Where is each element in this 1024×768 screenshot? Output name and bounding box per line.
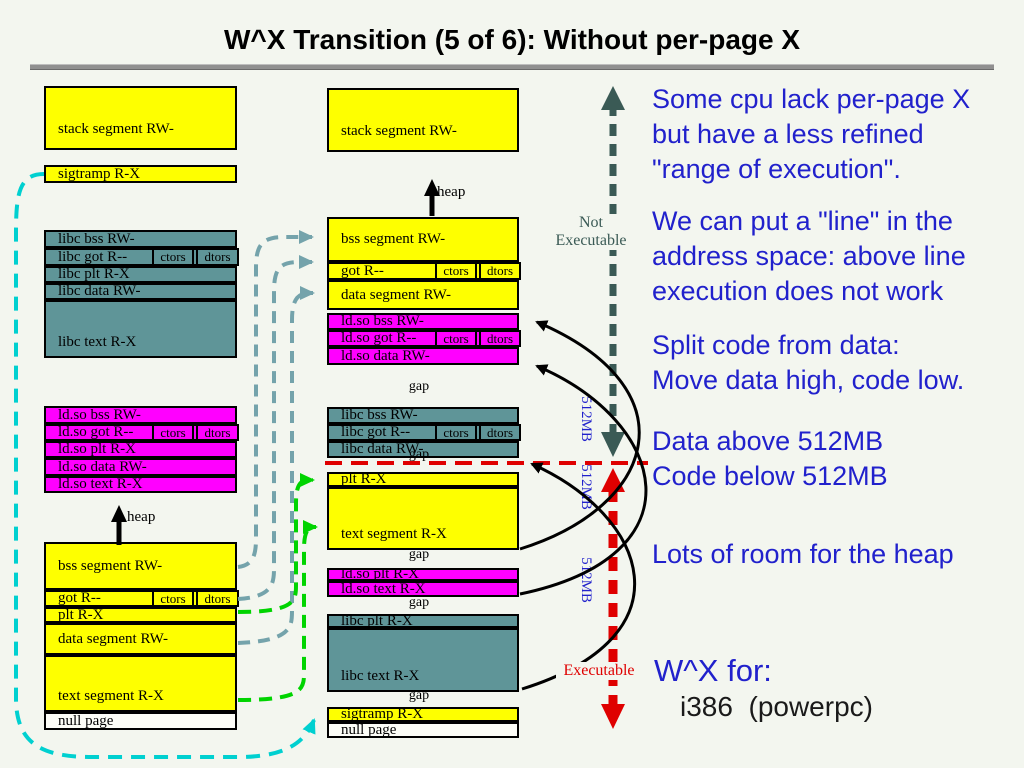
not-executable-arrow-down-icon [601, 432, 625, 457]
mid-libc-bss: libc bss RW- [327, 407, 519, 424]
size-512mb-label: 512MB [578, 557, 594, 603]
mid-ldso-data: ld.so data RW- [327, 347, 519, 365]
gap-label: gap [408, 688, 430, 703]
left-stack-segment: stack segment RW- [44, 86, 237, 150]
left-libc-got: libc got R-- ctors dtors [44, 248, 239, 266]
left-ldso-text: ld.so text R-X [44, 476, 237, 493]
got-connector [237, 255, 314, 601]
annotation-split-code-data: Split code from data: Move data high, co… [652, 330, 965, 395]
dtors-box: dtors [196, 424, 239, 441]
left-bss-segment: bss segment RW- [44, 542, 237, 590]
left-text-segment: text segment R-X [44, 655, 237, 712]
heap-arrow-left-icon [111, 505, 127, 522]
executable-label: Executable [556, 662, 642, 680]
dtors-box: dtors [479, 262, 521, 280]
ctors-box: ctors [152, 248, 194, 266]
annotation-data-above-code-below: Data above 512MB Code below 512MB [652, 426, 888, 491]
mid-ldso-got: ld.so got R-- ctors dtors [327, 330, 521, 347]
mid-bss-segment: bss segment RW- [327, 217, 519, 262]
mid-null-page: null page [327, 722, 519, 738]
left-ldso-bss: ld.so bss RW- [44, 406, 237, 424]
gap-label: gap [408, 547, 430, 562]
dtors-box: dtors [196, 248, 239, 266]
mid-libc-got: libc got R-- ctors dtors [327, 424, 521, 441]
heap-label: heap [127, 509, 156, 525]
left-ldso-data: ld.so data RW- [44, 458, 237, 476]
annotation-room-for-heap: Lots of room for the heap [652, 539, 954, 569]
page-title: W^X Transition (5 of 6): Without per-pag… [223, 24, 801, 55]
bss-connector [237, 230, 314, 569]
gap-label: gap [408, 595, 430, 610]
ctors-box: ctors [152, 590, 194, 607]
left-ldso-got: ld.so got R-- ctors dtors [44, 424, 239, 441]
left-sigtramp: sigtramp R-X [44, 165, 237, 183]
dtors-box: dtors [479, 330, 521, 347]
mid-ldso-text: ld.so text R-X [327, 581, 519, 597]
left-got: got R-- ctors dtors [44, 590, 239, 607]
dtors-box: dtors [196, 590, 239, 607]
annotation-line-in-address-space: We can put a "line" in the address space… [652, 206, 966, 306]
executable-arrow-down-icon [601, 704, 625, 729]
left-libc-plt: libc plt R-X [44, 266, 237, 283]
mid-libc-plt: libc plt R-X [327, 613, 519, 629]
heap-label: heap [437, 184, 466, 200]
left-ldso-plt: ld.so plt R-X [44, 441, 237, 458]
ctors-box: ctors [435, 330, 477, 347]
mid-libc-text: libc text R-X [327, 628, 519, 692]
mid-sigtramp: sigtramp R-X [327, 706, 519, 722]
left-libc-bss: libc bss RW- [44, 230, 237, 248]
data-connector [237, 286, 315, 645]
wx-for-label: W^X for: [654, 653, 772, 688]
title-rule [30, 64, 994, 70]
mid-text-segment: text segment R-X [327, 487, 519, 550]
ctors-box: ctors [435, 262, 477, 280]
size-512mb-label: 512MB [578, 396, 594, 442]
gap-label: gap [408, 447, 430, 462]
mid-libc-data: libc data RW- [327, 441, 519, 458]
gap-label: gap [408, 379, 430, 394]
mid-got: got R-- ctors dtors [327, 262, 521, 280]
architecture-label: i386 (powerpc) [680, 691, 873, 722]
mid-ldso-plt: ld.so plt R-X [327, 566, 519, 582]
left-libc-data: libc data RW- [44, 283, 237, 300]
not-executable-label: Not Executable [544, 214, 638, 250]
executable-arrow-up-icon [601, 468, 625, 492]
text-connector [237, 520, 318, 702]
left-plt: plt R-X [44, 607, 237, 623]
left-null-page: null page [44, 712, 237, 730]
mid-ldso-bss: ld.so bss RW- [327, 313, 519, 330]
mid-stack-segment: stack segment RW- [327, 88, 519, 152]
ctors-box: ctors [435, 424, 477, 441]
annotation-per-page-x: Some cpu lack per-page X but have a less… [652, 84, 971, 184]
mid-plt: plt R-X [327, 471, 519, 487]
not-executable-arrow-up-icon [601, 86, 625, 110]
left-data-segment: data segment RW- [44, 623, 237, 655]
left-libc-text: libc text R-X [44, 300, 237, 358]
mid-data-segment: data segment RW- [327, 280, 519, 310]
plt-connector [237, 473, 315, 614]
size-512mb-label: 512MB [578, 464, 594, 510]
ctors-box: ctors [152, 424, 194, 441]
dtors-box: dtors [479, 424, 521, 441]
